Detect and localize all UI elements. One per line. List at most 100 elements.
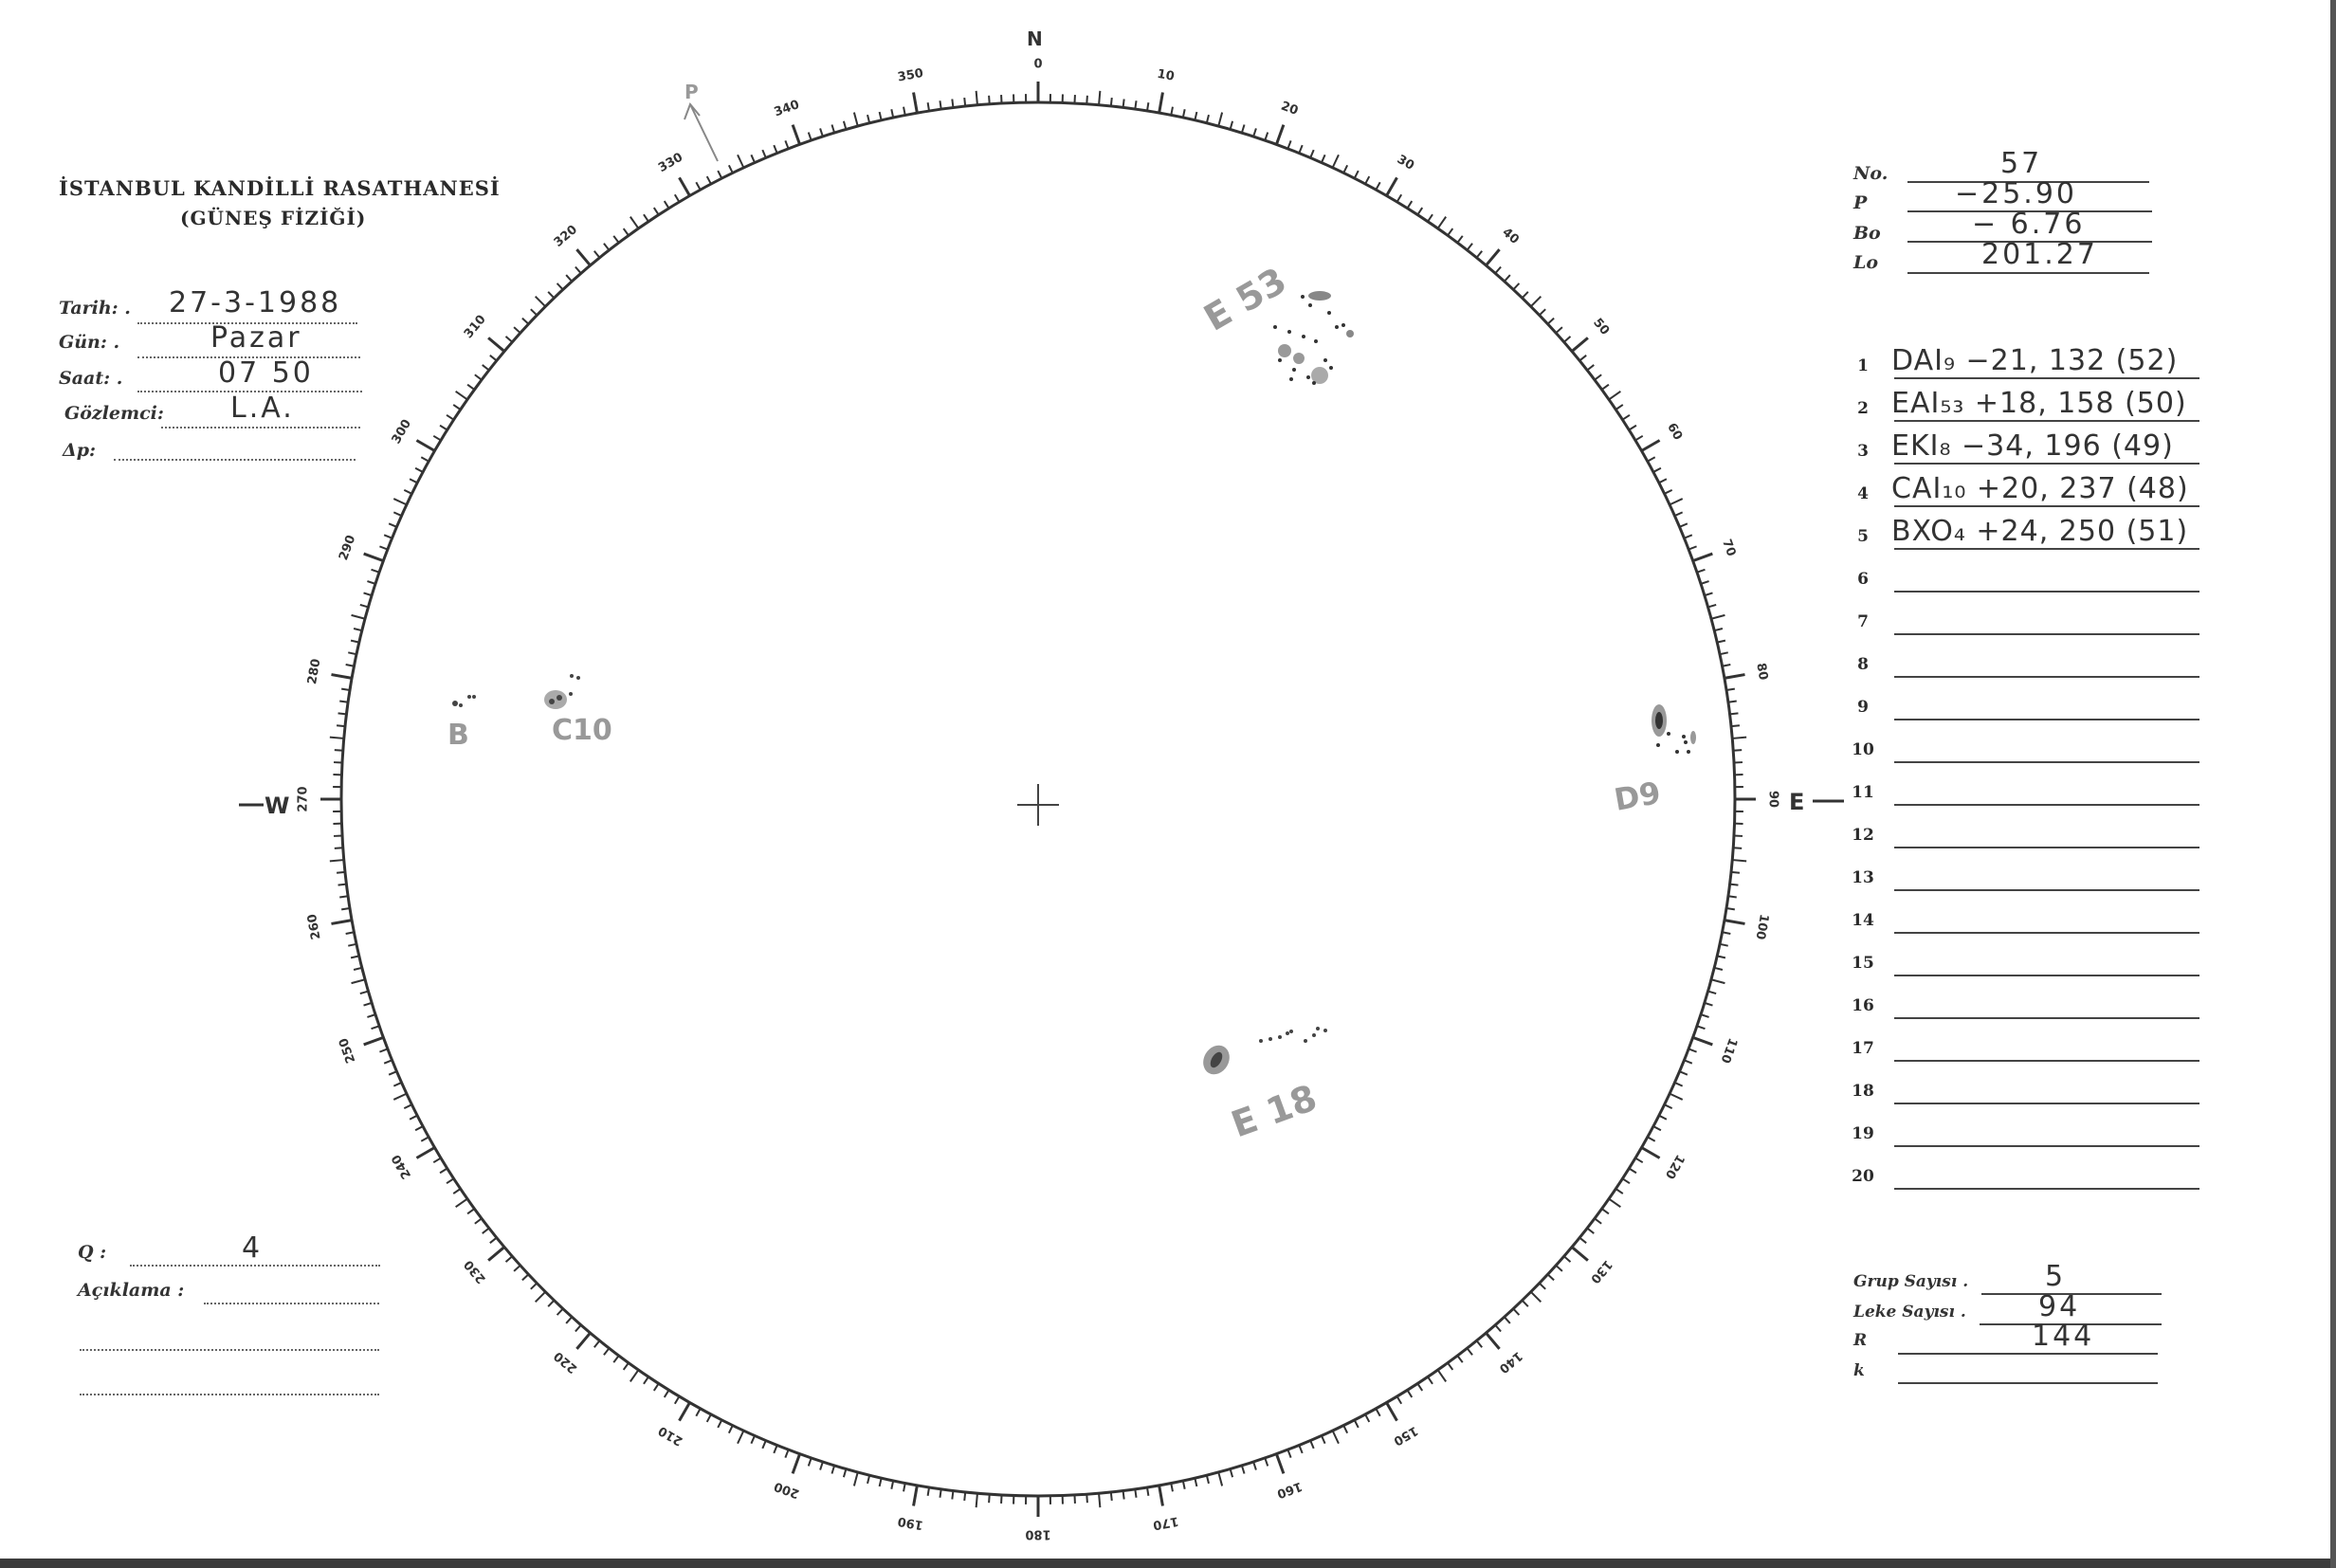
scale-tick bbox=[1725, 906, 1735, 911]
sunspot-group-e18[interactable] bbox=[1198, 1027, 1327, 1079]
scale-tick bbox=[1571, 1246, 1589, 1262]
scale-tick bbox=[1274, 1453, 1286, 1474]
scale-tick bbox=[761, 1440, 767, 1449]
scale-tick bbox=[466, 1208, 475, 1215]
scale-tick bbox=[1546, 1273, 1555, 1282]
scale-tick bbox=[593, 250, 601, 259]
scale-tick bbox=[1134, 1488, 1138, 1498]
scale-tick bbox=[1647, 456, 1656, 463]
gun-line bbox=[137, 356, 360, 358]
scale-tick bbox=[388, 522, 397, 528]
scale-label: 160 bbox=[1275, 1479, 1305, 1501]
scale-tick bbox=[379, 545, 389, 551]
lo-value[interactable]: 201.27 bbox=[1981, 238, 2098, 271]
leke-line bbox=[1980, 1323, 2162, 1325]
scale-tick bbox=[1217, 112, 1224, 127]
scale-tick bbox=[379, 1048, 389, 1053]
scale-tick bbox=[593, 1340, 601, 1348]
scale-tick bbox=[392, 1092, 408, 1101]
scale-tick bbox=[737, 154, 745, 169]
scale-tick bbox=[1608, 390, 1621, 401]
group-row-entry[interactable]: EAI₅₃ +18, 158 (50) bbox=[1891, 387, 2187, 420]
sunspot-group-c10[interactable] bbox=[544, 674, 580, 709]
sunspot-group-d9[interactable] bbox=[1652, 704, 1696, 754]
scale-tick bbox=[336, 870, 346, 874]
group-row-entry[interactable]: CAI₁₀ +20, 237 (48) bbox=[1891, 472, 2189, 505]
scale-tick bbox=[331, 919, 353, 925]
group-row-number: 1 bbox=[1857, 356, 1869, 375]
sunspot-dots bbox=[1259, 1027, 1327, 1043]
k-line bbox=[1898, 1382, 2158, 1384]
scale-label: 200 bbox=[773, 1479, 802, 1501]
scale-tick bbox=[351, 978, 366, 985]
scale-tick bbox=[534, 295, 546, 307]
no-value[interactable]: 57 bbox=[2000, 147, 2043, 180]
group-row-number: 8 bbox=[1857, 655, 1869, 674]
sunspot bbox=[1308, 291, 1331, 301]
leke-sayisi-value[interactable]: 94 bbox=[2038, 1290, 2081, 1323]
scale-tick bbox=[867, 1474, 871, 1485]
sunspot-group-b[interactable] bbox=[452, 695, 476, 707]
saat-value[interactable]: 07 50 bbox=[218, 356, 314, 390]
scale-tick bbox=[912, 1485, 919, 1506]
group-row-line bbox=[1894, 548, 2199, 550]
scale-tick bbox=[1309, 1440, 1315, 1449]
gozlemci-line bbox=[161, 427, 360, 428]
scale-tick bbox=[926, 1486, 931, 1496]
gozlemci-value[interactable]: L.A. bbox=[230, 392, 295, 425]
scale-tick bbox=[926, 102, 931, 112]
bo-value[interactable]: − 6.76 bbox=[1972, 208, 2086, 241]
sunspot-group-e53[interactable] bbox=[1273, 291, 1354, 385]
scale-tick bbox=[1601, 1208, 1610, 1215]
scale-tick bbox=[603, 1347, 611, 1356]
scale-label: 130 bbox=[1587, 1257, 1615, 1285]
scale-tick bbox=[1194, 111, 1198, 121]
scale-tick bbox=[819, 128, 824, 137]
q-value[interactable]: 4 bbox=[242, 1231, 264, 1265]
scale-tick bbox=[1634, 434, 1644, 442]
scale-tick bbox=[1122, 1490, 1125, 1500]
scale-tick bbox=[1563, 1255, 1572, 1263]
scale-tick bbox=[338, 883, 347, 886]
scale-tick bbox=[1098, 90, 1102, 105]
scale-tick bbox=[1688, 1048, 1697, 1053]
bo-label: Bo bbox=[1853, 223, 1881, 244]
scale-tick bbox=[359, 603, 369, 609]
scale-tick bbox=[1512, 283, 1521, 291]
scale-tick bbox=[392, 1082, 402, 1087]
group-row-entry[interactable]: DAI₉ −21, 132 (52) bbox=[1891, 344, 2179, 377]
scale-tick bbox=[547, 291, 556, 299]
scale-tick bbox=[1684, 534, 1693, 539]
group-row-line bbox=[1894, 1060, 2199, 1062]
saat-label: Saat: . bbox=[59, 368, 123, 389]
scale-tick bbox=[530, 1282, 538, 1290]
scale-tick bbox=[1194, 1477, 1198, 1487]
scale-tick bbox=[1615, 404, 1624, 410]
group-row-number: 4 bbox=[1857, 484, 1869, 503]
scale-tick bbox=[1364, 175, 1371, 185]
tarih-value[interactable]: 27-3-1988 bbox=[169, 286, 342, 319]
r-line bbox=[1898, 1353, 2158, 1355]
p-value[interactable]: −25.90 bbox=[1955, 177, 2078, 210]
gun-value[interactable]: Pazar bbox=[210, 321, 302, 355]
group-row-number: 2 bbox=[1857, 399, 1869, 418]
group-row-entry[interactable]: EKI₈ −34, 196 (49) bbox=[1891, 429, 2174, 463]
group-row-line bbox=[1894, 975, 2199, 976]
scale-tick bbox=[1447, 228, 1454, 236]
group-row-line bbox=[1894, 463, 2199, 465]
scale-tick bbox=[784, 140, 790, 150]
scale-tick bbox=[339, 700, 349, 703]
scale-label: 270 bbox=[297, 786, 311, 811]
group-row-entry[interactable]: BXO₄ +24, 250 (51) bbox=[1891, 515, 2189, 548]
scale-tick bbox=[1664, 1103, 1673, 1110]
scale-label: 190 bbox=[897, 1513, 924, 1531]
group-row-line bbox=[1894, 676, 2199, 678]
scale-tick bbox=[842, 120, 848, 130]
north-label: N bbox=[1027, 27, 1043, 50]
scale-tick bbox=[1713, 628, 1724, 632]
group-label-b: B bbox=[447, 719, 469, 752]
scale-tick bbox=[1287, 140, 1292, 150]
scale-label: 350 bbox=[897, 66, 924, 84]
r-value[interactable]: 144 bbox=[2032, 1320, 2095, 1353]
grup-sayisi-value[interactable]: 5 bbox=[2045, 1260, 2067, 1293]
